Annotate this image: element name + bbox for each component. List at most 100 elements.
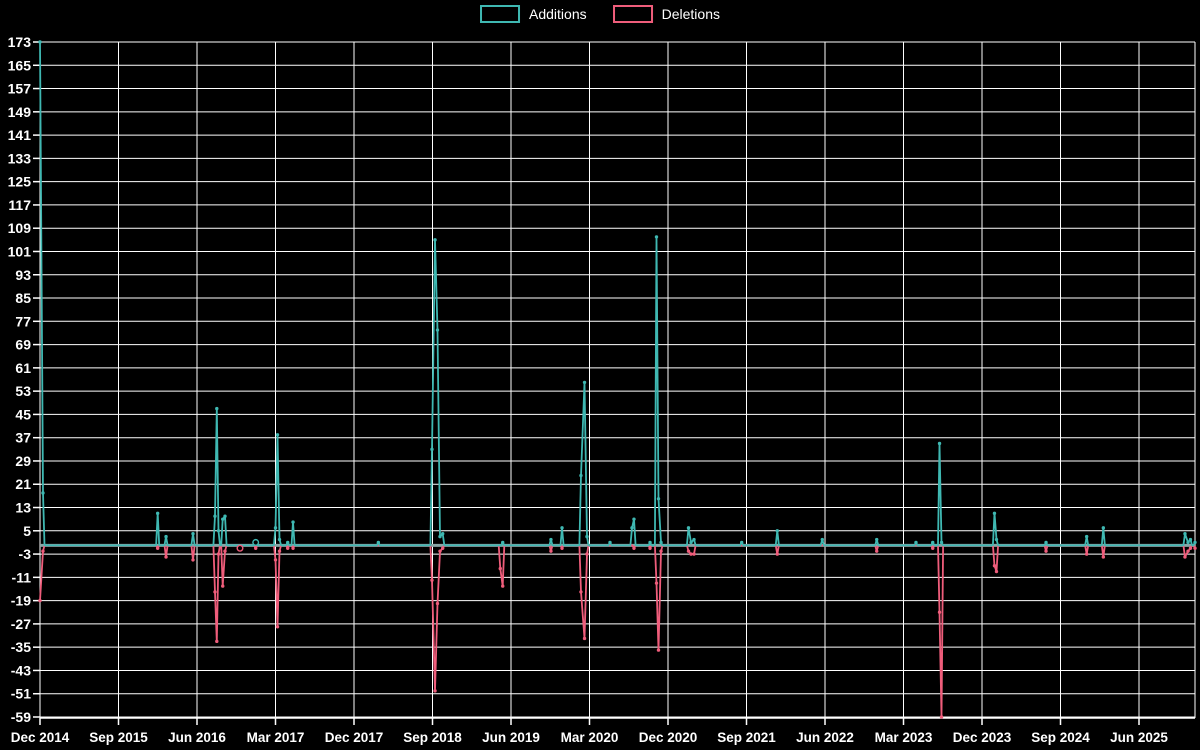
- data-point-marker: [430, 447, 434, 452]
- data-point-marker: [632, 546, 636, 550]
- svg-text:-3: -3: [19, 546, 32, 562]
- legend-item-deletions[interactable]: Deletions: [612, 5, 720, 23]
- data-point-marker: [286, 540, 290, 545]
- data-point-marker: [438, 534, 442, 539]
- deletions-swatch-icon: [612, 5, 653, 23]
- svg-text:21: 21: [15, 476, 31, 492]
- data-point-marker: [994, 537, 999, 542]
- x-axis-labels: Dec 2014 Sep 2015 Jun 2016 Mar 2017 Dec 2017…: [11, 730, 1169, 745]
- svg-text:Mar 2017: Mar 2017: [247, 730, 305, 745]
- svg-text:157: 157: [8, 81, 32, 97]
- legend-item-additions[interactable]: Additions: [480, 5, 587, 23]
- svg-text:173: 173: [8, 34, 32, 50]
- additions-line: [39, 41, 1196, 547]
- data-point-marker: [223, 549, 227, 553]
- data-point-marker: [221, 517, 225, 521]
- data-point-marker: [438, 549, 442, 553]
- svg-text:Jun 2016: Jun 2016: [168, 730, 226, 745]
- svg-text:149: 149: [8, 104, 32, 120]
- data-point-marker: [608, 540, 612, 545]
- svg-text:53: 53: [15, 383, 31, 399]
- svg-text:13: 13: [15, 500, 31, 516]
- svg-text:Jun 2025: Jun 2025: [1110, 730, 1168, 745]
- svg-text:141: 141: [8, 127, 32, 143]
- svg-text:Dec 2014: Dec 2014: [11, 730, 70, 745]
- svg-text:-27: -27: [11, 616, 31, 632]
- data-point-marker: [992, 564, 997, 568]
- svg-text:61: 61: [15, 360, 31, 376]
- svg-text:-43: -43: [11, 662, 31, 678]
- svg-text:Dec 2023: Dec 2023: [953, 730, 1012, 745]
- data-point-marker: [659, 549, 663, 553]
- data-point-marker: [654, 235, 659, 239]
- data-point-marker: [291, 520, 295, 524]
- svg-text:-35: -35: [11, 639, 31, 655]
- data-point-marker: [686, 549, 691, 553]
- data-point-marker: [659, 540, 663, 545]
- data-point-marker: [291, 546, 295, 550]
- data-point-marker: [498, 566, 502, 571]
- data-point-marker: [632, 517, 636, 521]
- y-axis-labels: 173 165 157 149 141 133 125 117 109 101 93 85 77 69 61…: [8, 34, 32, 725]
- data-point-marker: [1101, 526, 1106, 530]
- data-point-marker: [775, 529, 779, 533]
- data-point-marker: [191, 532, 195, 536]
- svg-text:125: 125: [8, 174, 32, 190]
- gridlines: [39, 41, 1196, 719]
- data-point-marker: [286, 546, 290, 550]
- svg-text:165: 165: [8, 57, 32, 73]
- svg-text:85: 85: [15, 290, 31, 306]
- svg-text:77: 77: [15, 313, 31, 329]
- data-point-marker: [376, 540, 381, 545]
- data-point-marker: [820, 537, 824, 542]
- data-point-marker: [560, 526, 564, 530]
- data-point-marker: [585, 552, 589, 556]
- legend-label-additions: Additions: [529, 6, 587, 22]
- data-point-marker: [441, 532, 445, 536]
- data-point-marker: [433, 689, 437, 693]
- svg-text:Dec 2020: Dec 2020: [639, 730, 698, 745]
- svg-text:Sep 2015: Sep 2015: [89, 730, 148, 745]
- data-point-marker: [41, 549, 45, 553]
- deletions-markers: [38, 544, 1197, 719]
- data-point-marker: [252, 538, 260, 546]
- data-point-marker: [435, 601, 440, 606]
- data-point-marker: [1186, 540, 1190, 545]
- data-point-marker: [191, 558, 195, 562]
- svg-text:69: 69: [15, 337, 31, 353]
- data-point-marker: [689, 540, 693, 545]
- data-point-marker: [560, 546, 564, 550]
- data-point-marker: [430, 578, 434, 582]
- data-point-marker: [692, 552, 696, 556]
- data-point-marker: [994, 569, 999, 574]
- data-point-marker: [216, 529, 221, 533]
- data-point-marker: [939, 540, 944, 545]
- data-point-marker: [549, 537, 553, 542]
- data-point-marker: [215, 639, 219, 644]
- data-point-marker: [1084, 552, 1089, 556]
- data-point-marker: [1044, 540, 1048, 545]
- svg-text:Sep 2018: Sep 2018: [403, 730, 462, 745]
- svg-text:Mar 2023: Mar 2023: [875, 730, 933, 745]
- data-point-marker: [164, 534, 168, 539]
- data-point-marker: [689, 552, 693, 556]
- data-point-marker: [213, 590, 217, 594]
- data-point-marker: [433, 238, 437, 242]
- data-point-marker: [740, 540, 744, 545]
- svg-text:109: 109: [8, 220, 32, 236]
- additions-swatch-icon: [480, 5, 521, 23]
- data-point-marker: [215, 406, 219, 411]
- data-point-marker: [1183, 555, 1187, 559]
- data-point-marker: [273, 558, 278, 562]
- data-point-marker: [939, 715, 944, 719]
- data-point-marker: [155, 546, 160, 550]
- data-point-marker: [275, 625, 280, 629]
- svg-text:101: 101: [8, 243, 32, 259]
- svg-text:133: 133: [8, 150, 32, 166]
- svg-text:Jun 2019: Jun 2019: [482, 730, 540, 745]
- data-point-marker: [277, 549, 282, 553]
- deletions-line: [39, 544, 1196, 718]
- svg-text:37: 37: [15, 430, 31, 446]
